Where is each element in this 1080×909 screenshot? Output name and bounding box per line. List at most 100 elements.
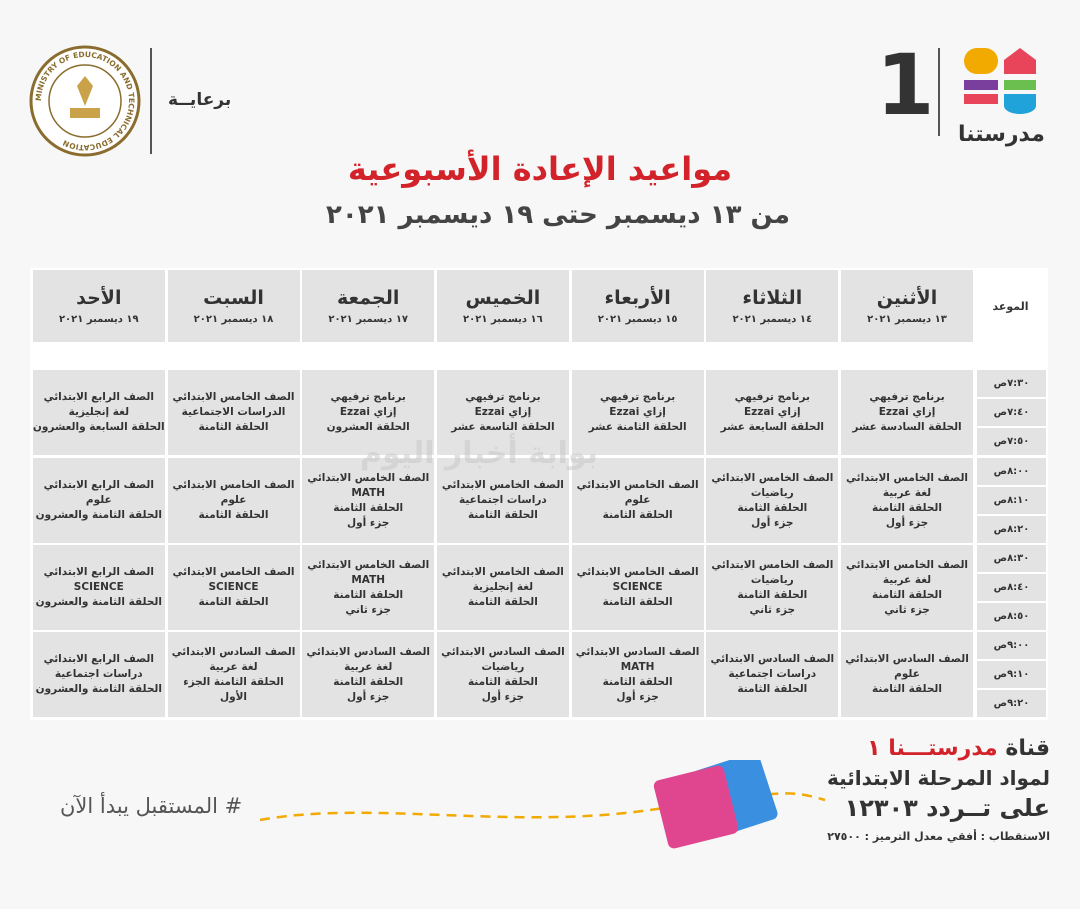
- program-cell: الصف السادس الابتدائي MATH الحلقة الثامنة ج…: [571, 632, 704, 717]
- program-line: الصف الرابع الابتدائي: [43, 653, 154, 665]
- program-line: لغة عربية: [882, 573, 932, 586]
- program-line: الأول: [219, 690, 248, 703]
- program-cell: الصف الرابع الابتدائي SCIENCE الحلقة الثام…: [32, 545, 165, 630]
- program-cell: الصف الخامس الابتدائي الدراسات الاجتماعية…: [167, 370, 300, 455]
- subjects: لمواد المرحلة الابتدائية: [826, 766, 1050, 790]
- time-slot: ٨:١٠ص: [977, 487, 1046, 514]
- program-line: الحلقة الثامنة الجزء: [183, 675, 284, 688]
- channel-name: مدرستـــنا ١: [867, 736, 998, 761]
- program-line: الحلقة الثامنة والعشرون: [35, 509, 162, 521]
- program-line: الحلقة الثامنة: [198, 509, 269, 521]
- program-cell: الصف السادس الابتدائي دراسات اجتماعية الحل…: [706, 632, 839, 717]
- program-line: الحلقة الثامنة: [467, 675, 538, 688]
- program-line: الصف الخامس الابتدائي: [576, 566, 699, 578]
- program-cell: الصف الخامس الابتدائي علوم الحلقة الثامنة: [167, 458, 300, 543]
- program-line: الدراسات الاجتماعية: [181, 406, 286, 418]
- watermark: بوابة أخبار اليوم: [360, 436, 598, 471]
- time-slot: ٨:٥٠ص: [977, 603, 1046, 630]
- frequency: على تــردد ١٢٣٠٣: [844, 794, 1050, 822]
- program-line: برنامج ترفيهي: [734, 391, 810, 403]
- program-line: علوم: [894, 668, 920, 680]
- program-line: لغة عربية: [882, 486, 932, 499]
- program-line: إزاي Ezzai: [474, 406, 532, 418]
- program-cell: برنامج ترفيهي إزاي Ezzai الحلقة السادسة عش…: [841, 370, 973, 455]
- day-date: ١٦ ديسمبر ٢٠٢١: [463, 314, 543, 325]
- program-line: جزء أول: [885, 516, 929, 529]
- time-header: الموعد: [975, 270, 1046, 342]
- program-cell: برنامج ترفيهي إزاي Ezzai الحلقة التاسعة عش…: [436, 370, 569, 455]
- program-cell: الصف الرابع الابتدائي علوم الحلقة الثامنة …: [32, 458, 165, 543]
- program-line: الحلقة الثامنة: [467, 596, 538, 608]
- program-line: رياضيات: [750, 573, 794, 586]
- program-cell: الصف الرابع الابتدائي دراسات اجتماعية الحل…: [32, 632, 165, 717]
- details: الاستقطاب : أفقي معدل الترميز : ٢٧٥٠٠: [827, 830, 1050, 843]
- time-slot: ٨:٤٠ص: [977, 574, 1046, 601]
- program-line: الحلقة الثامنة والعشرون: [35, 596, 162, 608]
- program-line: الحلقة الثامنة: [872, 588, 942, 601]
- channel-label: قناة: [1005, 736, 1050, 761]
- channel-title: قناة مدرستـــنا ١: [867, 736, 1050, 761]
- day-name: الأحد: [76, 287, 122, 309]
- program-line: الصف الخامس الابتدائي: [846, 558, 968, 571]
- program-line: الصف الرابع الابتدائي: [43, 391, 154, 403]
- program-line: إزاي Ezzai: [743, 406, 801, 418]
- program-cell: الصف الخامس الابتدائي رياضيات الحلقة الثام…: [706, 458, 839, 543]
- ministry-emblem: MINISTRY OF EDUCATION AND TECHNICAL EDUC…: [29, 45, 141, 157]
- program-line: الصف الخامس الابتدائي: [441, 479, 564, 491]
- program-cell: برنامج ترفيهي إزاي Ezzai الحلقة السابعة عش…: [706, 370, 839, 455]
- day-name: الخميس: [465, 287, 541, 309]
- title: مواعيد الإعادة الأسبوعية: [347, 150, 733, 188]
- day-date: ١٨ ديسمبر ٢٠٢١: [193, 314, 274, 325]
- program-line: علوم: [624, 494, 651, 506]
- program-cell: برنامج ترفيهي إزاي Ezzai الحلقة الثامنة عش…: [571, 370, 704, 455]
- program-line: جزء أول: [616, 690, 659, 703]
- program-line: الصف الخامس الابتدائي: [172, 391, 295, 403]
- program-line: جزء أول: [347, 690, 390, 703]
- program-cell: الصف الخامس الابتدائي MATH الحلقة الثامنة ج…: [302, 545, 435, 630]
- program-line: الصف السادس الابتدائي: [441, 645, 565, 658]
- program-line: إزاي Ezzai: [339, 406, 397, 418]
- program-line: الحلقة العشرون: [326, 421, 410, 433]
- program-line: دراسات اجتماعية: [54, 668, 143, 680]
- program-cell: الصف الخامس الابتدائي لغة إنجليزية الحلقة …: [436, 545, 569, 630]
- program-line: الصف الخامس الابتدائي: [307, 558, 430, 571]
- program-cell: الصف الخامس الابتدائي دراسات اجتماعية الحل…: [436, 458, 569, 543]
- day-header: الأحد ١٩ ديسمبر ٢٠٢١: [32, 270, 165, 342]
- program-cell: الصف السادس الابتدائي لغة عربية الحلقة الث…: [167, 632, 300, 717]
- program-line: الحلقة الثامنة: [602, 596, 673, 608]
- program-line: الحلقة السابعة والعشرون: [32, 421, 165, 433]
- program-line: الحلقة الثامنة: [602, 509, 673, 521]
- program-line: الصف الخامس الابتدائي: [711, 471, 834, 484]
- program-cell: الصف الخامس الابتدائي لغة عربية الحلقة الث…: [841, 545, 973, 630]
- program-line: الحلقة الثامنة: [872, 683, 942, 695]
- program-line: لغة عربية: [209, 660, 258, 673]
- program-line: الحلقة الثامنة: [737, 588, 808, 601]
- day-name: الأربعاء: [604, 287, 671, 309]
- program-line: الصف الخامس الابتدائي: [576, 479, 699, 491]
- program-line: الحلقة الثامنة: [333, 588, 404, 601]
- program-line: SCIENCE: [73, 581, 124, 593]
- program-line: الحلقة التاسعة عشر: [451, 421, 555, 433]
- program-line: إزاي Ezzai: [609, 406, 666, 418]
- program-line: الصف الخامس الابتدائي: [711, 558, 834, 571]
- time-slot: ٩:١٠ص: [977, 661, 1046, 688]
- time-slot: ٧:٥٠ص: [977, 428, 1046, 455]
- program-cell: الصف الخامس الابتدائي SCIENCE الحلقة الثام…: [571, 545, 704, 630]
- day-name: السبت: [203, 287, 264, 309]
- logo-shapes: [964, 48, 1036, 114]
- program-cell: الصف الخامس الابتدائي رياضيات الحلقة الثام…: [706, 545, 839, 630]
- day-header: الأربعاء ١٥ ديسمبر ٢٠٢١: [571, 270, 704, 342]
- day-date: ١٩ ديسمبر ٢٠٢١: [58, 314, 139, 325]
- decoration: [259, 760, 826, 849]
- program-line: الحلقة السادسة عشر: [852, 421, 962, 433]
- time-slot: ٩:٢٠ص: [977, 690, 1046, 717]
- program-line: MATH: [351, 486, 386, 499]
- program-cell: الصف السادس الابتدائي رياضيات الحلقة الثام…: [436, 632, 569, 717]
- day-header: الجمعة ١٧ ديسمبر ٢٠٢١: [302, 270, 435, 342]
- day-name: الجمعة: [337, 287, 400, 309]
- day-header: الخميس ١٦ ديسمبر ٢٠٢١: [436, 270, 569, 342]
- program-line: لغة عربية: [344, 660, 393, 673]
- program-line: برنامج ترفيهي: [869, 391, 945, 403]
- time-slot: ٧:٣٠ص: [977, 370, 1046, 397]
- program-cell: الصف الرابع الابتدائي لغة إنجليزية الحلقة …: [32, 370, 165, 455]
